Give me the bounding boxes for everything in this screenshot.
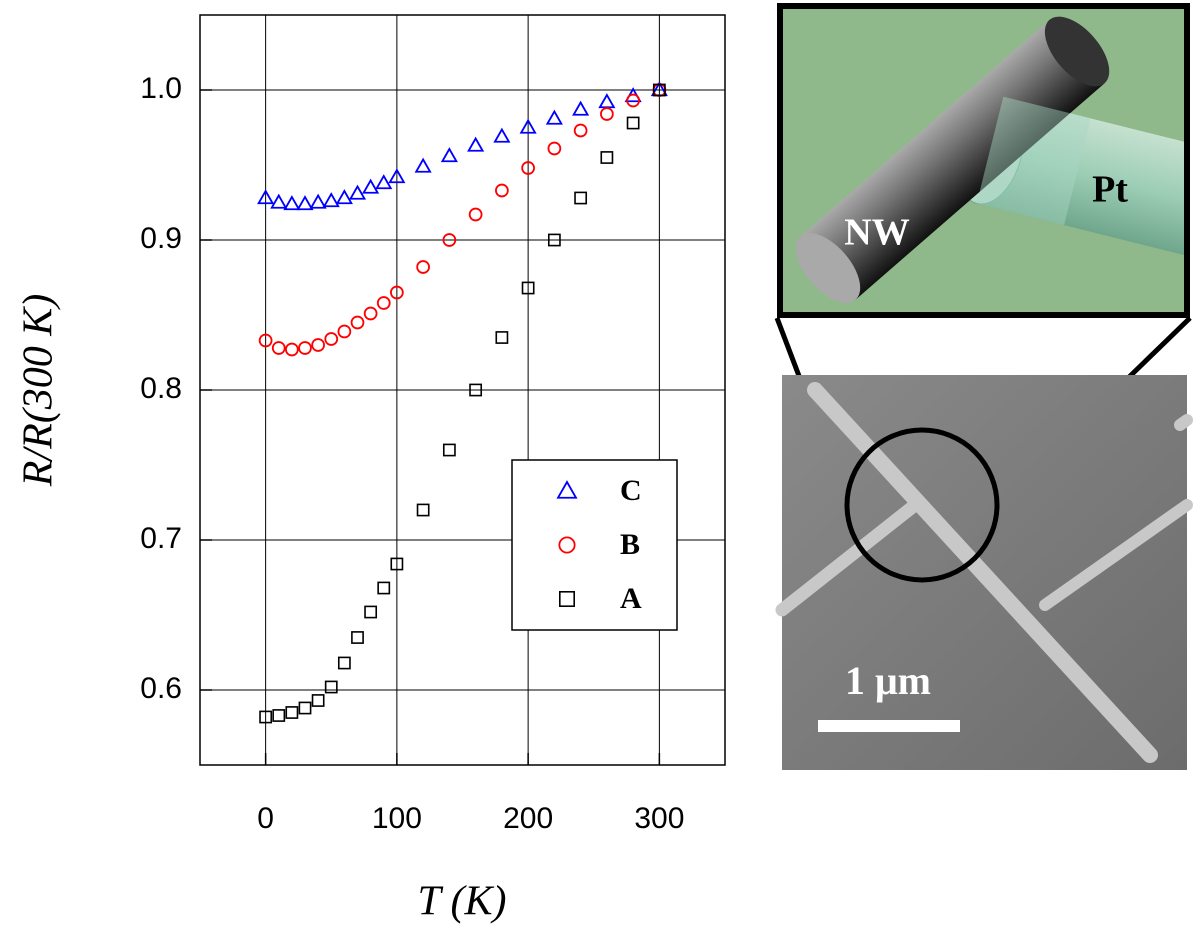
triangle-marker <box>362 178 380 194</box>
circle-marker <box>324 332 339 346</box>
square-marker <box>377 581 391 595</box>
triangle-marker <box>572 100 590 116</box>
plot: R/R(300 K) T (K) 0.6 0.7 0.8 0.9 1.0 0 100 200 3… <box>16 14 726 925</box>
square-marker <box>351 631 364 644</box>
circle-marker <box>468 207 483 222</box>
triangle-marker <box>257 189 275 205</box>
triangle-marker <box>493 127 511 143</box>
triangle-marker <box>270 193 288 209</box>
circle-marker <box>337 324 352 339</box>
square-marker <box>416 503 430 517</box>
circle-marker <box>495 183 509 198</box>
square-marker <box>574 191 588 205</box>
triangle-marker <box>440 147 458 163</box>
circle-marker <box>547 141 562 156</box>
scale-bar <box>818 720 960 732</box>
circle-marker <box>285 342 299 357</box>
y-tick-label: 0.6 <box>140 672 182 705</box>
square-marker <box>337 656 351 670</box>
square-marker <box>285 706 299 719</box>
zoom-circle <box>844 427 1000 583</box>
x-axis-title: T (K) <box>417 879 506 925</box>
circle-marker <box>521 161 535 175</box>
pt-label: Pt <box>1092 169 1128 211</box>
square-marker <box>298 701 312 715</box>
x-tick-label: 200 <box>503 802 553 835</box>
square-marker <box>442 443 456 457</box>
inset: NW Pt 1 μm <box>774 3 1193 770</box>
x-tick-label: 100 <box>372 802 422 835</box>
circle-marker <box>271 341 286 355</box>
x-tick-label: 300 <box>634 802 684 835</box>
square-marker <box>311 694 325 707</box>
triangle-marker <box>598 93 616 109</box>
y-tick-label: 1.0 <box>140 72 182 105</box>
circle-marker <box>626 93 640 108</box>
legend-box <box>511 459 678 631</box>
square-marker <box>390 557 404 571</box>
triangle-marker <box>388 168 406 184</box>
y-tick-label: 0.7 <box>140 522 182 555</box>
square-marker <box>259 710 273 724</box>
square-marker <box>600 151 614 164</box>
circle-marker <box>298 341 312 355</box>
triangle-marker <box>348 184 367 200</box>
circle-marker <box>442 233 457 247</box>
legend-label: A <box>620 582 642 615</box>
square-marker <box>272 709 286 722</box>
triangle-marker <box>322 192 340 208</box>
square-marker <box>364 605 378 619</box>
square-marker <box>547 233 561 247</box>
triangle-marker <box>414 157 432 173</box>
square-marker <box>469 383 483 397</box>
circle-marker <box>350 315 365 330</box>
triangle-marker <box>309 193 327 209</box>
circle-marker <box>600 107 614 121</box>
square-marker <box>558 590 575 607</box>
square-marker <box>324 680 338 694</box>
circle-marker <box>390 285 404 300</box>
y-axis-title: R/R(300 K) <box>16 294 62 487</box>
circle-marker <box>311 338 325 352</box>
y-tick-label: 0.9 <box>140 222 182 255</box>
nw-label: NW <box>844 212 909 254</box>
circle-marker <box>573 123 588 138</box>
legend-label: C <box>620 474 642 507</box>
circle-marker <box>376 296 391 310</box>
circle-marker <box>258 333 273 348</box>
x-tick-label: 0 <box>257 802 274 835</box>
inset-border <box>777 3 1190 318</box>
square-marker <box>495 331 509 344</box>
triangle-marker <box>545 109 563 125</box>
y-tick-label: 0.8 <box>140 372 182 405</box>
scale-bar-label: 1 μm <box>845 658 931 703</box>
triangle-marker <box>519 118 537 134</box>
nanowire <box>795 16 1110 303</box>
triangle-marker <box>375 174 393 190</box>
circle-marker <box>558 536 576 554</box>
square-marker <box>626 116 640 130</box>
triangle-marker <box>283 195 301 211</box>
legend-label: B <box>620 528 640 561</box>
circle-marker <box>363 306 378 321</box>
plot-frame <box>199 14 726 766</box>
circle-marker <box>416 260 430 274</box>
square-marker <box>652 83 666 97</box>
triangle-marker <box>556 480 578 499</box>
triangle-marker <box>335 189 353 205</box>
triangle-marker <box>296 195 314 211</box>
triangle-marker <box>467 136 485 152</box>
square-marker <box>521 281 535 295</box>
